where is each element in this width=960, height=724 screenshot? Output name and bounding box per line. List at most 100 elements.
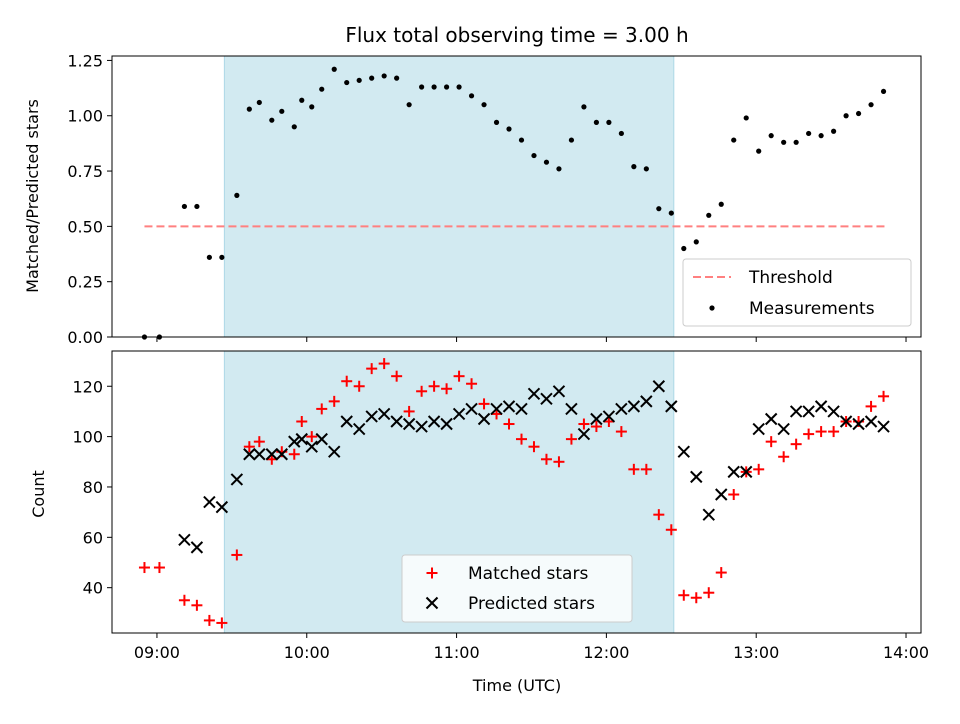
predicted-marker-b xyxy=(764,412,778,426)
predicted-marker-b xyxy=(615,402,628,416)
measurement-point xyxy=(219,254,225,260)
measurement-point xyxy=(806,130,812,137)
measurement-point xyxy=(581,104,587,110)
matched-star-marker xyxy=(690,592,702,604)
predicted-star-marker xyxy=(690,470,703,484)
legend-matched-label: Matched stars xyxy=(468,564,588,584)
predicted-star-marker xyxy=(852,417,865,431)
matched-star-marker xyxy=(628,463,640,475)
predicted-star-marker xyxy=(377,407,391,421)
predicted-marker-b xyxy=(864,415,878,428)
measurement-point xyxy=(419,84,425,90)
y-tick-label: 120 xyxy=(72,377,103,396)
matched-star-marker xyxy=(528,441,540,453)
predicted-star-marker xyxy=(190,541,204,554)
predicted-marker-b xyxy=(253,448,266,461)
matched-star-marker xyxy=(515,433,527,445)
predicted-star-marker xyxy=(727,465,740,479)
predicted-marker-b xyxy=(727,465,740,479)
x-tick-label: 12:00 xyxy=(583,643,629,662)
matched-star-marker xyxy=(815,426,827,438)
predicted-marker-b xyxy=(715,488,728,501)
predicted-star-marker xyxy=(740,465,753,479)
predicted-star-marker xyxy=(477,412,491,426)
predicted-marker-b xyxy=(427,415,441,428)
matched-star-marker xyxy=(478,398,490,410)
predicted-marker-b xyxy=(814,400,828,413)
predicted-star-marker xyxy=(827,405,840,418)
matched-star-marker xyxy=(678,589,690,601)
measurement-point xyxy=(556,166,562,172)
measurement-point xyxy=(206,254,212,260)
predicted-star-marker xyxy=(390,415,403,428)
matched-star-marker xyxy=(216,617,228,629)
matched-star-marker xyxy=(578,418,590,430)
legend-measurement-label: Measurements xyxy=(749,299,875,319)
predicted-marker-b xyxy=(602,410,616,423)
predicted-marker-b xyxy=(275,448,288,461)
predicted-marker-b xyxy=(288,435,301,448)
predicted-star-marker xyxy=(328,445,341,458)
predicted-marker-b xyxy=(640,395,653,408)
measurement-point xyxy=(518,137,525,143)
measurement-point xyxy=(181,203,188,210)
matched-star-marker xyxy=(753,463,765,475)
predicted-marker-b xyxy=(502,400,516,413)
measurement-point xyxy=(743,115,749,121)
predicted-marker-b xyxy=(690,470,703,484)
matched-star-marker xyxy=(391,370,403,382)
matched-star-marker xyxy=(803,428,815,440)
predicted-marker-b xyxy=(702,508,715,521)
predicted-marker-b xyxy=(465,402,478,416)
matched-star-marker xyxy=(715,567,727,579)
predicted-marker-b xyxy=(777,422,790,436)
predicted-marker-b xyxy=(305,440,318,453)
measurement-point xyxy=(344,79,350,86)
measurement-point xyxy=(246,106,252,112)
top-y-axis-label: Matched/Predicted stars xyxy=(23,99,42,293)
matched-star-marker xyxy=(778,451,790,463)
predicted-star-marker xyxy=(402,417,416,431)
legend-predicted-swatch-b xyxy=(425,596,439,610)
matched-star-marker xyxy=(640,463,652,475)
predicted-star-marker xyxy=(715,488,728,501)
measurement-point xyxy=(531,152,537,159)
matched-star-marker xyxy=(191,599,203,611)
top-panel: 0.00 0.25 0.50 0.75 1.00 1.25 Threshold Measure… xyxy=(67,51,922,347)
measurement-point xyxy=(781,139,787,145)
measurement-point xyxy=(406,102,412,108)
predicted-marker-b xyxy=(328,445,341,458)
measurement-point xyxy=(818,133,824,139)
predicted-marker-b xyxy=(315,432,328,446)
matched-star-marker xyxy=(728,489,740,501)
matched-star-marker xyxy=(416,385,428,397)
predicted-star-marker xyxy=(677,445,691,458)
predicted-star-marker xyxy=(215,500,229,514)
matched-star-marker xyxy=(590,421,602,433)
predicted-marker-b xyxy=(540,392,553,406)
predicted-marker-b xyxy=(203,495,216,509)
measurement-point xyxy=(493,119,500,125)
matched-star-marker xyxy=(403,405,415,417)
predicted-marker-b xyxy=(677,445,691,458)
measurement-point xyxy=(299,97,305,103)
predicted-star-marker xyxy=(839,415,853,428)
y-tick-label: 60 xyxy=(83,528,103,547)
predicted-star-marker xyxy=(295,432,308,446)
predicted-star-marker xyxy=(602,410,616,423)
y-tick-label: 1.25 xyxy=(67,51,103,70)
predicted-star-marker xyxy=(652,380,666,393)
matched-star-marker xyxy=(203,614,215,626)
predicted-star-marker xyxy=(565,402,578,416)
predicted-marker-b xyxy=(752,422,765,436)
predicted-star-marker xyxy=(665,400,678,413)
measurement-point xyxy=(309,104,315,110)
matched-star-marker xyxy=(453,370,465,382)
chart-title: Flux total observing time = 3.00 h xyxy=(345,23,688,47)
measurement-point xyxy=(394,75,400,81)
legend-measurement-swatch xyxy=(709,305,715,311)
measurement-point xyxy=(706,212,712,218)
measurement-point xyxy=(468,93,475,99)
observing-window-shade xyxy=(224,56,674,337)
